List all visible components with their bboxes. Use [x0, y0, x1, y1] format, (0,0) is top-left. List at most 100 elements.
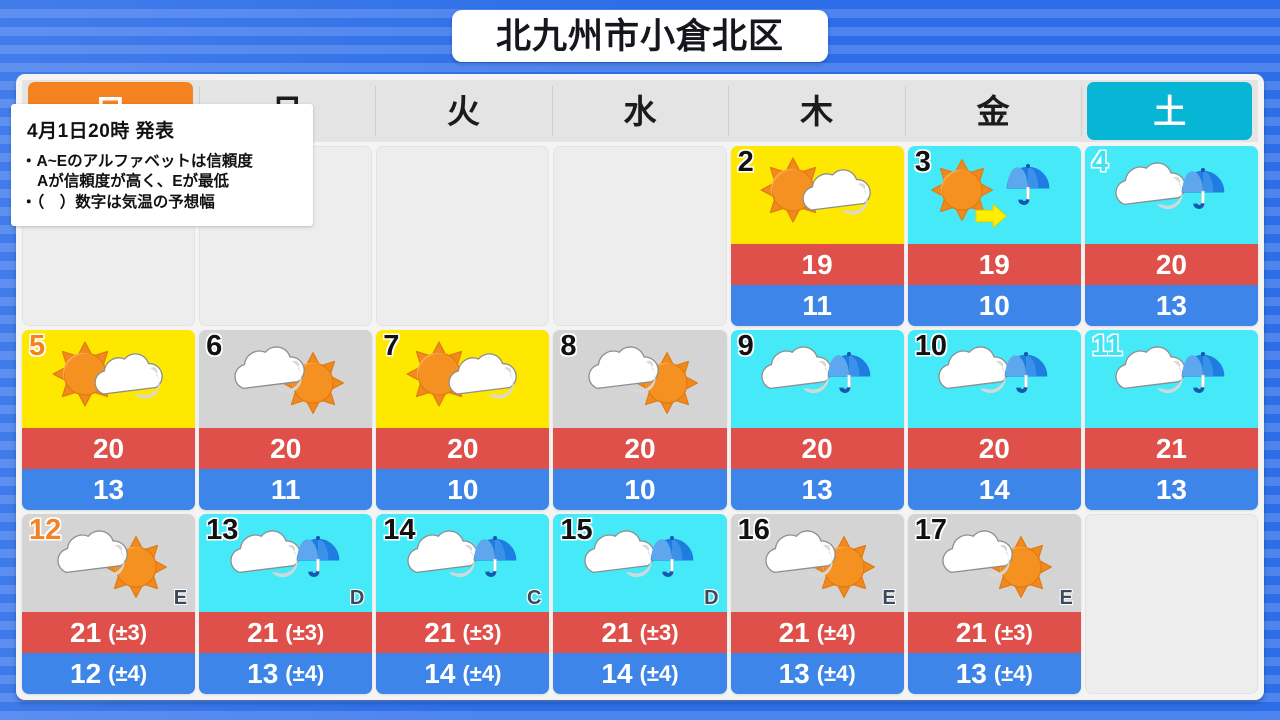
low-temperature-value: 13 — [801, 473, 833, 505]
weather-icon-area: 10 — [907, 330, 1081, 428]
day-cell[interactable]: 12 E 21 (±3) 12 (±4) — [22, 514, 196, 694]
day-cell[interactable]: 6 20 11 — [199, 330, 373, 510]
date-number: 6 — [206, 330, 223, 362]
day-cell[interactable]: 2 19 11 — [730, 146, 904, 326]
page-title: 北九州市小倉北区 — [495, 16, 784, 56]
date-number: 5 — [29, 330, 46, 362]
confidence-letter: E — [173, 587, 188, 609]
day-cell[interactable]: 13 D 21 (±3) 13 (±4) — [199, 514, 373, 694]
high-temperature-value: 21 — [1155, 432, 1187, 464]
low-temperature-value: 10 — [447, 473, 479, 505]
weekday-header-weekday-3: 水 — [551, 80, 729, 142]
confidence-letter: E — [1059, 587, 1073, 609]
cloud-rain-icon — [761, 346, 871, 394]
note-headline: 4月1日20時 発表 — [27, 121, 175, 142]
weather-icon-area: 17 E — [907, 514, 1081, 612]
high-temperature-band: 20 — [1084, 244, 1258, 285]
low-temperature-range: (±4) — [639, 660, 679, 686]
low-temperature-range: (±4) — [285, 660, 325, 686]
high-temperature-value: 20 — [92, 432, 125, 464]
day-cell[interactable]: 3 19 10 — [907, 146, 1081, 326]
low-temperature-value: 13 — [778, 657, 810, 689]
sun-cloud-icon — [406, 341, 517, 407]
low-temperature-band: 14 — [907, 469, 1081, 510]
day-cell[interactable]: 4 20 13 — [1084, 146, 1258, 326]
empty-day-cell — [376, 146, 550, 326]
cloud-rain-icon — [407, 530, 517, 578]
weather-icon-area: 6 — [199, 330, 373, 428]
day-cell[interactable]: 17 E 21 (±3) 13 (±4) — [907, 514, 1081, 694]
day-cell[interactable]: 14 C 21 (±3) 14 (±4) — [376, 514, 550, 694]
cloud-sun-icon — [56, 530, 167, 598]
high-temperature-value: 19 — [978, 248, 1010, 280]
high-temperature-band: 21 (±3) — [907, 612, 1081, 653]
date-number: 7 — [383, 330, 400, 362]
weekday-header-saturday-6: 土 — [1081, 80, 1258, 142]
high-temperature-band: 20 — [907, 428, 1081, 469]
date-number: 8 — [560, 330, 577, 362]
weather-icon-area: 2 — [730, 146, 904, 244]
weather-icon-area: 3 — [907, 146, 1081, 244]
low-temperature-value: 10 — [624, 473, 656, 505]
high-temperature-band: 20 — [553, 428, 727, 469]
confidence-letter: D — [704, 587, 719, 609]
high-temperature-band: 21 (±3) — [199, 612, 373, 653]
date-number: 3 — [914, 146, 931, 178]
date-number: 14 — [383, 514, 416, 546]
cloud-sun-icon — [588, 346, 698, 414]
low-temperature-band: 13 — [1084, 285, 1258, 326]
low-temperature-range: (±4) — [108, 660, 148, 686]
high-temperature-value: 20 — [270, 432, 302, 464]
day-cell[interactable]: 9 20 13 — [730, 330, 904, 510]
date-number: 9 — [737, 330, 754, 362]
weather-icon-area: 9 — [730, 330, 904, 428]
high-temperature-range: (±3) — [462, 619, 502, 645]
cloud-sun-icon — [765, 530, 876, 598]
high-temperature-band: 21 (±3) — [22, 612, 196, 653]
low-temperature-range: (±4) — [993, 660, 1033, 686]
day-cell[interactable]: 11 21 13 — [1084, 330, 1258, 510]
high-temperature-range: (±4) — [816, 619, 856, 645]
date-number: 11 — [1091, 330, 1123, 362]
low-temperature-value: 11 — [270, 473, 301, 505]
weather-icon-area: 12 E — [22, 514, 196, 612]
date-number: 17 — [914, 514, 947, 546]
high-temperature-range: (±3) — [639, 619, 679, 645]
low-temperature-band: 13 (±4) — [907, 653, 1081, 694]
forecast-note-box: 4月1日20時 発表 ・A~Eのアルファベットは信頼度 Aが信頼度が高く、Eが最… — [11, 104, 313, 226]
note-line-2: Aが信頼度が高く、Eが最低 — [37, 173, 230, 191]
day-cell[interactable]: 7 20 10 — [376, 330, 550, 510]
day-cell[interactable]: 15 D 21 (±3) 14 (±4) — [553, 514, 727, 694]
weekday-header-weekday-4: 木 — [728, 80, 905, 142]
weather-icon-area: 5 — [22, 330, 196, 428]
low-temperature-value: 13 — [955, 657, 987, 689]
weather-icon-area: 16 E — [730, 514, 904, 612]
sun-then-rain-icon — [931, 159, 1050, 228]
high-temperature-range: (±3) — [993, 619, 1033, 645]
weather-icon-area: 14 C — [376, 514, 550, 612]
cloud-sun-icon — [942, 530, 1053, 598]
location-title-box: 北九州市小倉北区 — [452, 10, 828, 62]
day-cell[interactable]: 16 E 21 (±4) 13 (±4) — [730, 514, 904, 694]
day-cell[interactable]: 8 20 10 — [553, 330, 727, 510]
low-temperature-value: 13 — [1155, 473, 1187, 505]
weather-icon-area: 11 — [1084, 330, 1258, 428]
low-temperature-band: 11 — [199, 469, 373, 510]
low-temperature-band: 14 (±4) — [376, 653, 550, 694]
low-temperature-band: 11 — [730, 285, 904, 326]
weather-icon-area: 4 — [1084, 146, 1258, 244]
cloud-rain-icon — [1115, 346, 1225, 394]
high-temperature-band: 21 (±3) — [553, 612, 727, 653]
high-temperature-band: 20 — [199, 428, 373, 469]
day-cell[interactable]: 10 20 14 — [907, 330, 1081, 510]
cloud-sun-icon — [234, 346, 344, 414]
weather-icon-area: 7 — [376, 330, 550, 428]
note-line-3: ・（ ）数字は気温の予想幅 — [21, 193, 215, 211]
low-temperature-range: (±4) — [462, 660, 502, 686]
day-cell[interactable]: 5 20 13 — [22, 330, 196, 510]
low-temperature-value: 13 — [247, 657, 279, 689]
weather-icon-area: 8 — [553, 330, 727, 428]
date-number: 4 — [1091, 146, 1108, 178]
low-temperature-band: 13 — [22, 469, 196, 510]
